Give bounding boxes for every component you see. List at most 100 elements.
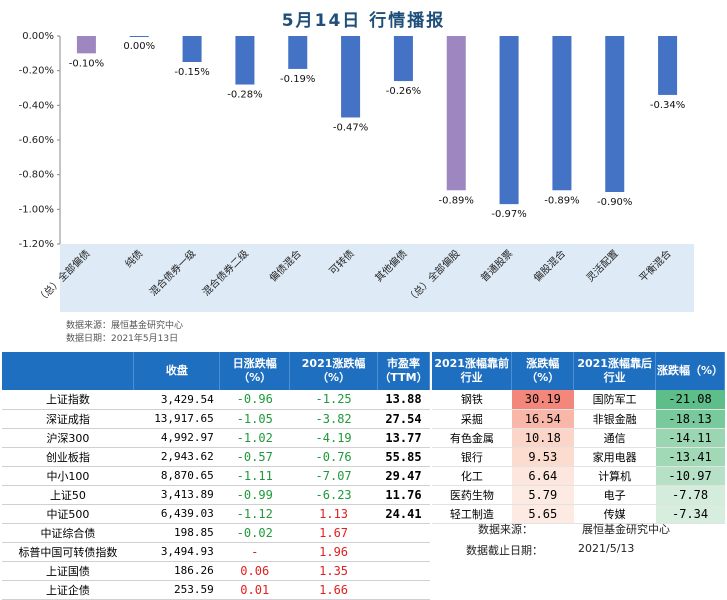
bottom-industry-change: -18.13 — [655, 409, 725, 429]
table-row: 上证国债 186.26 0.06 1.35 — [2, 561, 430, 581]
industry-table-header: 2021涨幅靠前 行业 — [432, 352, 513, 390]
table-row: 沪深300 4,992.97 -1.02 -4.19 13.77 — [2, 428, 430, 448]
bar — [182, 36, 202, 62]
bottom-industry-name: 家用电器 — [573, 447, 656, 467]
index-close: 3,494.93 — [133, 542, 220, 562]
y-tick-label: -0.80% — [19, 170, 54, 181]
index-name: 沪深300 — [2, 428, 134, 448]
bottom-industry-change: -7.78 — [655, 485, 725, 505]
y-tick-label: -0.40% — [19, 100, 54, 111]
index-pe: 11.76 — [377, 485, 430, 505]
top-industry-change: 16.54 — [511, 409, 574, 429]
bottom-industry-name: 电子 — [573, 485, 656, 505]
top-industry-change: 6.64 — [511, 466, 574, 486]
index-ytd-change: -6.23 — [289, 485, 378, 505]
top-industry-name: 化工 — [432, 466, 512, 486]
index-pe — [377, 542, 430, 562]
table-row: 有色金属 10.18 通信 -14.11 — [432, 428, 725, 448]
index-close: 2,943.62 — [133, 447, 220, 467]
bar-value-label: -0.97% — [491, 209, 526, 220]
bar-value-label: -0.26% — [386, 86, 421, 97]
table-row: 上证指数 3,429.54 -0.96 -1.25 13.88 — [2, 390, 430, 410]
table-row: 创业板指 2,943.62 -0.57 -0.76 55.85 — [2, 447, 430, 467]
y-tick-label: 0.00% — [22, 31, 54, 42]
index-ytd-change: -1.25 — [289, 390, 378, 410]
industry-table-header: 涨跌幅 （%） — [511, 352, 575, 390]
index-ytd-change: -4.19 — [289, 428, 378, 448]
bar — [235, 36, 255, 85]
plot-area — [60, 36, 694, 244]
top-industry-name: 银行 — [432, 447, 512, 467]
y-tick-label: -1.20% — [19, 239, 54, 250]
index-pe: 13.88 — [377, 390, 430, 410]
index-ytd-change: 1.35 — [289, 561, 378, 581]
top-industry-name: 轻工制造 — [432, 504, 512, 524]
bar — [552, 36, 572, 191]
table-row: 采掘 16.54 非银金融 -18.13 — [432, 409, 725, 429]
index-close: 8,870.65 — [133, 466, 220, 486]
index-ytd-change: -3.82 — [289, 409, 378, 429]
top-industry-name: 医药生物 — [432, 485, 512, 505]
bar — [288, 36, 308, 69]
index-pe: 13.77 — [377, 428, 430, 448]
index-name: 创业板指 — [2, 447, 134, 467]
table-row: 钢铁 30.19 国防军工 -21.08 — [432, 390, 725, 410]
index-day-change: 0.06 — [219, 561, 290, 581]
bar-value-label: -0.28% — [227, 90, 262, 101]
index-close: 198.85 — [133, 523, 220, 543]
industry-source-value: 展恒基金研究中心 — [582, 523, 670, 536]
index-ytd-change: 1.67 — [289, 523, 378, 543]
table-row: 上证企债 253.59 0.01 1.66 — [2, 580, 430, 600]
bar-value-label: -0.90% — [597, 197, 632, 208]
y-tick-label: -0.60% — [19, 135, 54, 146]
bar — [393, 36, 413, 82]
bar-value-label: 0.00% — [123, 41, 155, 52]
chart-source-note: 数据来源：展恒基金研究中心 — [66, 321, 184, 331]
bar — [499, 36, 519, 205]
bar-value-label: -0.89% — [544, 195, 579, 206]
index-close: 3,429.54 — [133, 390, 220, 410]
index-table-header: 收盘 — [133, 352, 221, 390]
index-day-change: - — [219, 542, 290, 562]
bottom-industry-name: 非银金融 — [573, 409, 656, 429]
index-day-change: -0.57 — [219, 447, 290, 467]
index-pe — [377, 561, 430, 581]
index-ytd-change: -7.07 — [289, 466, 378, 486]
index-day-change: -1.12 — [219, 504, 290, 524]
bar-chart-svg: 0.00% -0.20% -0.40% -0.60% -0.80% -1.00% -1.20… — [19, 31, 694, 312]
bar-value-label: -0.10% — [69, 58, 104, 69]
index-pe: 29.47 — [377, 466, 430, 486]
index-name: 中小100 — [2, 466, 134, 486]
index-name: 上证50 — [2, 485, 134, 505]
table-row: 轻工制造 5.65 传媒 -7.34 — [432, 504, 725, 524]
industry-date-label: 数据截止日期： — [466, 544, 543, 557]
y-tick-label: -0.20% — [19, 66, 54, 77]
top-industry-name: 钢铁 — [432, 390, 512, 410]
index-ytd-change: 1.96 — [289, 542, 378, 562]
index-name: 上证指数 — [2, 390, 134, 410]
bottom-industry-change: -13.41 — [655, 447, 725, 467]
index-pe — [377, 580, 430, 600]
index-name: 中证500 — [2, 504, 134, 524]
index-name: 中证综合债 — [2, 523, 134, 543]
top-industry-name: 采掘 — [432, 409, 512, 429]
index-table: 收盘 日涨跌幅 （%） 2021涨跌幅 （%） 市盈率 （TTM） 上证指数 3,429… — [2, 352, 431, 600]
table-row: 银行 9.53 家用电器 -13.41 — [432, 447, 725, 467]
industry-table-header: 涨跌幅（%） — [655, 352, 725, 390]
bottom-industry-change: -21.08 — [655, 390, 725, 410]
index-name: 上证企债 — [2, 580, 134, 600]
industry-source-label: 数据来源： — [478, 523, 533, 536]
index-ytd-change: 1.13 — [289, 504, 378, 524]
bar — [605, 36, 625, 192]
industry-table-header: 2021涨幅靠后 行业 — [573, 352, 657, 390]
top-industry-change: 9.53 — [511, 447, 574, 467]
bar — [658, 36, 678, 95]
index-pe: 55.85 — [377, 447, 430, 467]
index-day-change: -1.11 — [219, 466, 290, 486]
bar — [341, 36, 361, 118]
bottom-industry-name: 传媒 — [573, 504, 656, 524]
bar — [446, 36, 466, 191]
top-industry-name: 有色金属 — [432, 428, 512, 448]
page-title: 5月14日 行情播报 — [281, 11, 446, 31]
bar-value-label: -0.47% — [333, 122, 368, 133]
